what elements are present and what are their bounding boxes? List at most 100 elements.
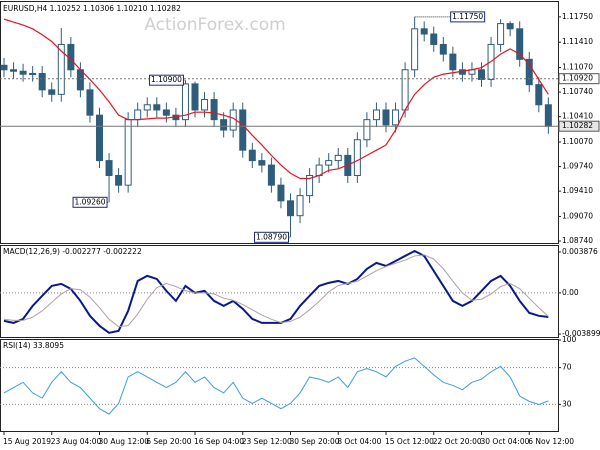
watermark: ActionForex.com	[144, 15, 285, 35]
candle-body	[153, 104, 161, 111]
candle-body	[525, 58, 533, 86]
candle-body	[535, 84, 543, 106]
y-tick-label: 1.11750	[562, 12, 593, 21]
candle-body	[29, 72, 37, 75]
panel-title: RSI(14) 33.8095	[3, 341, 64, 350]
candle-body	[162, 109, 170, 116]
candle-body	[411, 28, 419, 71]
candle-body	[57, 43, 65, 95]
candle-body	[48, 89, 56, 95]
annotation-label: 1.10900	[151, 75, 182, 84]
candle-body	[143, 104, 151, 111]
x-tick-label: 15 Aug 2019	[3, 437, 51, 446]
annotation-label: 1.11750	[452, 12, 483, 21]
candle-body	[449, 53, 457, 71]
candle-body	[325, 160, 333, 166]
y-tick-label: 1.10410	[562, 112, 593, 121]
candle-body	[86, 89, 94, 116]
candle-body	[134, 109, 142, 121]
candle-body	[296, 195, 304, 217]
x-tick-label: 6 Nov 12:00	[528, 437, 574, 446]
candle-body	[38, 72, 46, 91]
price-line-box	[558, 120, 600, 132]
price-line-box	[558, 73, 600, 85]
candle-body	[544, 104, 552, 127]
y-tick-label: 1.10740	[562, 87, 593, 96]
annotation-box	[72, 196, 108, 208]
candle-body	[10, 69, 18, 72]
x-tick-label: 15 Oct 12:00	[385, 437, 434, 446]
panel-title: MACD(12,26,9) -0.002277 -0.002222	[3, 247, 142, 256]
y-tick-label: 0.00	[562, 288, 579, 297]
moving-average	[3, 18, 549, 180]
annotation-label: 1.08790	[256, 232, 287, 241]
indicator-line	[3, 357, 549, 415]
y-tick-label: 0.003876	[562, 247, 598, 256]
y-tick-label: 1.11410	[562, 37, 593, 46]
y-tick-label: 1.09740	[562, 162, 593, 171]
candle-body	[353, 139, 361, 176]
y-tick-label: -0.003899	[562, 329, 600, 338]
candle-body	[363, 119, 371, 141]
x-tick-label: 6 Sep 20:00	[146, 437, 192, 446]
candle-body	[401, 69, 409, 111]
candle-body	[181, 83, 189, 121]
candle-body	[267, 164, 275, 186]
y-tick-label: 1.09410	[562, 186, 593, 195]
y-tick-label: 70	[562, 363, 572, 372]
candle-body	[105, 160, 113, 176]
candle-body	[439, 43, 447, 55]
candle-body	[76, 69, 84, 91]
candle-body	[191, 83, 199, 111]
annotation-box	[254, 231, 289, 243]
indicator-line	[3, 254, 549, 328]
candle-body	[277, 184, 285, 202]
candle-body	[382, 109, 390, 126]
candle-body	[392, 109, 400, 126]
price-line-label: 1.10282	[562, 121, 593, 130]
x-tick-label: 30 Aug 12:00	[99, 437, 150, 446]
y-tick-label: 1.11070	[562, 63, 593, 72]
candle-body	[478, 69, 485, 80]
candle-body	[239, 109, 247, 151]
candle-body	[497, 23, 505, 45]
x-tick-label: 23 Sep 12:00	[242, 437, 292, 446]
candle-body	[248, 149, 256, 162]
candle-body	[0, 64, 8, 71]
candle-body	[516, 28, 524, 60]
annotation-box	[148, 74, 184, 86]
y-tick-label: 1.10070	[562, 137, 593, 146]
candle-body	[334, 154, 342, 162]
candle-body	[430, 33, 438, 45]
x-tick-label: 30 Sep 20:00	[290, 437, 340, 446]
candle-body	[124, 119, 132, 186]
y-tick-label: 30	[562, 399, 572, 408]
candle-body	[201, 99, 209, 111]
candle-body	[96, 114, 103, 162]
candle-body	[220, 119, 228, 131]
y-tick-label: 100	[562, 335, 577, 344]
x-tick-label: 23 Aug 04:00	[51, 437, 102, 446]
x-tick-label: 16 Sep 04:00	[194, 437, 244, 446]
rsi-panel	[0, 339, 559, 432]
y-tick-label: 1.08740	[562, 236, 593, 245]
x-tick-label: 8 Oct 04:00	[337, 437, 381, 446]
candle-body	[372, 109, 380, 121]
candle-body	[115, 174, 123, 186]
candle-body	[506, 23, 514, 30]
candle-body	[420, 28, 428, 35]
indicator-line	[3, 249, 549, 334]
price-line-label: 1.10920	[562, 74, 593, 83]
candle-body	[19, 70, 27, 75]
candle-body	[306, 174, 314, 197]
macd-panel	[0, 245, 559, 338]
annotation-label: 1.09260	[75, 197, 106, 206]
candle-body	[287, 200, 294, 217]
chart-title: EURUSD,H4 1.10252 1.10306 1.10210 1.1028…	[3, 4, 181, 13]
candle-body	[210, 99, 218, 121]
annotation-box	[450, 11, 486, 23]
candle-body	[258, 160, 266, 166]
x-tick-label: 22 Oct 20:00	[433, 437, 482, 446]
